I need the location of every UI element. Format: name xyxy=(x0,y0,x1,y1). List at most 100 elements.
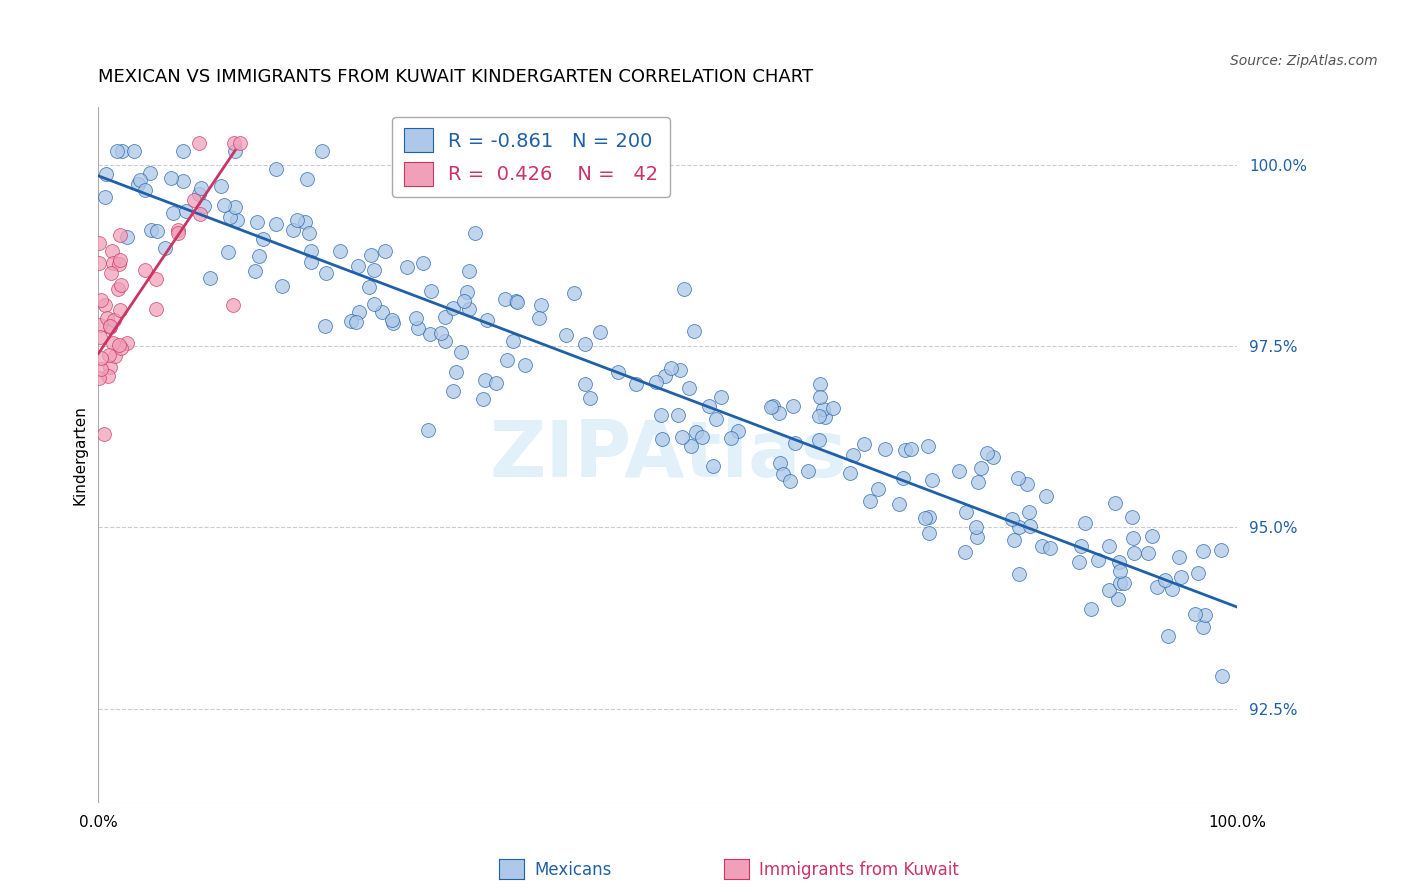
Point xyxy=(299,254,322,268)
Y-axis label: Kindergarten: Kindergarten xyxy=(72,405,87,505)
Point xyxy=(807,409,830,424)
Point xyxy=(1184,607,1206,622)
Point xyxy=(953,545,976,559)
Point xyxy=(347,304,370,318)
Point xyxy=(917,526,939,541)
Point xyxy=(894,442,917,457)
Point xyxy=(1067,556,1090,570)
Point xyxy=(1154,574,1177,588)
Point xyxy=(252,232,274,246)
Point xyxy=(710,390,733,404)
Point xyxy=(222,136,245,151)
Point xyxy=(246,215,269,229)
Point xyxy=(329,244,352,258)
Point xyxy=(456,285,478,299)
Point xyxy=(502,334,524,348)
Point xyxy=(673,282,696,296)
Point xyxy=(224,200,246,214)
Point xyxy=(1098,583,1121,598)
Point xyxy=(90,362,112,376)
Point xyxy=(785,435,807,450)
Point xyxy=(679,439,702,453)
Point xyxy=(1170,569,1192,583)
Point xyxy=(690,430,713,444)
Text: MEXICAN VS IMMIGRANTS FROM KUWAIT KINDERGARTEN CORRELATION CHART: MEXICAN VS IMMIGRANTS FROM KUWAIT KINDER… xyxy=(98,68,814,86)
Point xyxy=(434,334,457,348)
Point xyxy=(965,520,987,534)
Point xyxy=(344,315,367,329)
Point xyxy=(697,399,720,413)
Point xyxy=(839,467,862,481)
Point xyxy=(243,264,266,278)
Point xyxy=(574,376,596,391)
Point xyxy=(111,144,134,158)
Point xyxy=(1008,520,1031,534)
Point xyxy=(1107,592,1129,607)
Point xyxy=(1187,566,1209,581)
Point xyxy=(808,390,831,404)
Point xyxy=(87,235,110,250)
Point xyxy=(183,193,205,207)
Point xyxy=(381,313,404,327)
Point xyxy=(859,493,882,508)
Point xyxy=(852,437,875,451)
Point xyxy=(475,313,498,327)
Point xyxy=(117,230,139,244)
Point xyxy=(107,282,129,296)
Point xyxy=(193,199,215,213)
Point xyxy=(727,424,749,438)
Point xyxy=(1146,580,1168,594)
Point xyxy=(103,312,125,326)
Point xyxy=(659,360,682,375)
Point xyxy=(1018,505,1040,519)
Point xyxy=(811,402,834,417)
Point xyxy=(702,458,724,473)
Point xyxy=(1140,529,1163,543)
Point xyxy=(1074,516,1097,531)
Point xyxy=(314,318,336,333)
Point xyxy=(893,471,915,485)
Point xyxy=(762,400,785,414)
Point xyxy=(446,365,468,379)
Point xyxy=(1209,543,1232,558)
Point xyxy=(1001,511,1024,525)
Point xyxy=(976,446,998,460)
Point xyxy=(418,423,440,437)
Point xyxy=(134,183,156,197)
Point xyxy=(813,409,835,424)
Point xyxy=(146,224,169,238)
Point xyxy=(682,324,704,338)
Point xyxy=(666,408,689,422)
Point xyxy=(441,301,464,315)
Point xyxy=(768,406,790,420)
Point xyxy=(1121,509,1143,524)
Point xyxy=(127,177,149,191)
Point xyxy=(1008,567,1031,582)
Point xyxy=(1017,477,1039,491)
Point xyxy=(1109,564,1132,578)
Point xyxy=(527,310,550,325)
Point xyxy=(281,223,304,237)
Point xyxy=(797,464,820,478)
Point xyxy=(948,464,970,478)
Point xyxy=(914,510,936,524)
Point xyxy=(579,391,602,405)
Point xyxy=(224,144,246,158)
Point xyxy=(458,264,481,278)
Point xyxy=(100,266,122,280)
Point xyxy=(360,248,382,262)
Point xyxy=(808,433,831,447)
Point xyxy=(495,352,517,367)
Point xyxy=(104,349,127,363)
Point xyxy=(97,369,120,384)
Point xyxy=(494,293,516,307)
Point xyxy=(606,365,628,379)
Point xyxy=(107,257,129,271)
Point xyxy=(101,256,124,270)
Point xyxy=(89,318,111,332)
Point xyxy=(530,298,553,312)
Point xyxy=(167,226,190,240)
Point xyxy=(624,377,647,392)
Point xyxy=(363,297,385,311)
Point xyxy=(842,449,865,463)
